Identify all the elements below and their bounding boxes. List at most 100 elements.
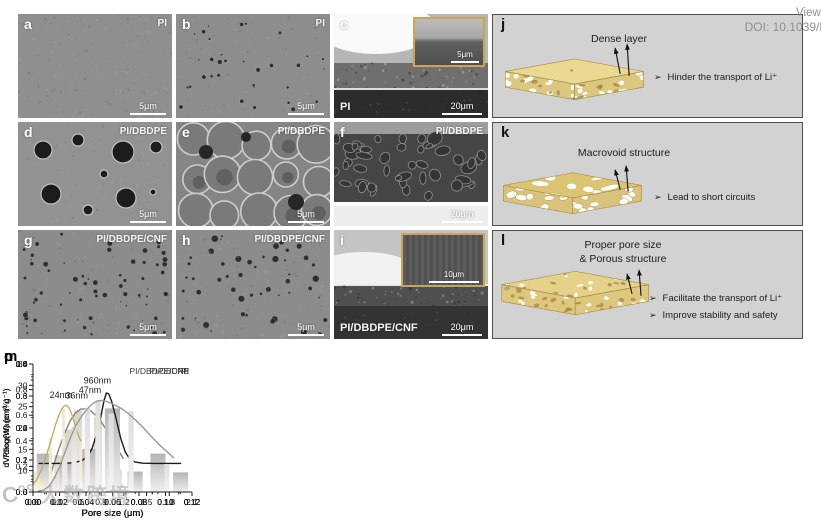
bullet-text: Improve stability and safety (662, 310, 778, 321)
sem-micrograph-h (176, 230, 330, 339)
scale-bar: 5μm (130, 322, 166, 336)
material-label: PI/DBDPE (435, 126, 483, 137)
sem-micrograph-g (18, 230, 172, 339)
scale-text: 20μm (450, 101, 474, 111)
schematic-title-line: Macrovoid structure (577, 147, 671, 159)
scale-bar: 20μm (442, 322, 482, 336)
sem-panel-f: f PI/DBDPE 20μm (334, 122, 488, 226)
svg-text:0.4: 0.4 (16, 436, 28, 446)
y-axis-label: dV/dlog(W) (cm³ g⁻¹) (1, 388, 11, 467)
scale-bar: 5μm (130, 209, 166, 223)
svg-text:0.02: 0.02 (51, 497, 68, 507)
bullet-arrow-icon: ➢ (649, 293, 657, 303)
scale-text: 5μm (139, 209, 157, 219)
svg-text:10: 10 (18, 466, 28, 476)
material-label: PI/DBDPE (119, 126, 167, 137)
svg-text:0.0: 0.0 (27, 497, 39, 507)
scale-text: 5μm (139, 322, 157, 332)
bullet-item: ➢ Facilitate the transport of Li⁺ (649, 290, 782, 307)
svg-text:0.3: 0.3 (50, 497, 62, 507)
bullet-text: Facilitate the transport of Li⁺ (662, 293, 783, 304)
inset-scale-text: 10μm (443, 270, 465, 279)
bullet-text: Hinder the transport of Li⁺ (667, 72, 778, 83)
x-axis-label: Pore size (μm) (82, 508, 144, 519)
panel-letter-g: g (24, 232, 33, 248)
peak-annotation: 47nm (79, 385, 102, 395)
bullet-arrow-icon: ➢ (654, 72, 662, 82)
sem-panel-i: i PI/DBDPE/CNF 10μm 20μm (334, 230, 488, 339)
panel-letter-d: d (24, 124, 33, 140)
foam-block-illustration-l (501, 269, 650, 316)
scale-text: 5μm (139, 101, 157, 111)
svg-text:0.08: 0.08 (131, 497, 148, 507)
foam-block-illustration-j (505, 43, 644, 101)
svg-text:0.8: 0.8 (16, 385, 28, 395)
svg-text:20: 20 (18, 423, 28, 433)
sem-micrograph-a (18, 14, 172, 118)
panel-letter-l: l (501, 232, 506, 249)
panel-letter-j: j (501, 16, 506, 33)
svg-text:0.12: 0.12 (184, 497, 200, 507)
scale-bar-line (130, 112, 166, 115)
schematic-title-line: & Porous structure (579, 252, 667, 265)
svg-text:0.2: 0.2 (16, 423, 28, 433)
bullet-item: ➢ Lead to short circuits (654, 189, 755, 206)
schematic-panel-k: k Macrovoid structure ➢ Lead to short circu… (492, 122, 803, 226)
scale-text: 20μm (450, 209, 474, 219)
material-label: PI (157, 18, 167, 29)
svg-text:35: 35 (18, 359, 28, 369)
scale-bar-line (442, 220, 482, 223)
svg-text:0.0: 0.0 (16, 487, 28, 497)
svg-text:0.3: 0.3 (16, 391, 28, 401)
panel-letter-h: h (182, 232, 191, 248)
schematic-panel-l: l Proper pore size & Porous structure ➢ Faci… (492, 230, 803, 339)
svg-text:0.06: 0.06 (104, 497, 121, 507)
series-label: PI/DBDPE/CNF (129, 366, 189, 376)
svg-text:0.10: 0.10 (157, 497, 174, 507)
svg-text:0.04: 0.04 (78, 497, 95, 507)
scale-bar: 5μm (288, 101, 324, 115)
svg-text:0.2: 0.2 (16, 461, 28, 471)
bullet-text: Lead to short circuits (667, 192, 756, 203)
panel-letter-b: b (182, 16, 191, 32)
svg-text:0.8: 0.8 (16, 359, 28, 369)
scale-text: 5μm (297, 209, 315, 219)
svg-text:0.4: 0.4 (16, 423, 28, 433)
schematic-bullets: ➢ Lead to short circuits (654, 189, 755, 206)
inset-micrograph: 10μm (401, 233, 485, 287)
svg-text:0.0: 0.0 (16, 487, 28, 497)
sem-panel-g: g PI/DBDPE/CNF 5μm (18, 230, 172, 339)
svg-text:2.1: 2.1 (186, 497, 198, 507)
schematic-title-line: Dense layer (590, 33, 648, 45)
scale-bar-line (442, 333, 482, 336)
series-label: PI (181, 366, 189, 376)
svg-text:0.04: 0.04 (78, 497, 95, 507)
material-label: PI/DBDPE (277, 126, 325, 137)
scale-bar-line (288, 112, 324, 115)
scale-bar-line (288, 220, 324, 223)
doi-text: DOI: 10.1039/D (744, 20, 821, 34)
panel-letter-f: f (340, 124, 345, 140)
scale-text: 5μm (297, 101, 315, 111)
peak-annotation: 36nm (65, 391, 88, 401)
svg-text:0.10: 0.10 (157, 497, 174, 507)
svg-text:0.00: 0.00 (25, 497, 42, 507)
peak-annotation: 960nm (84, 376, 112, 386)
peak-annotation: 24nm (50, 390, 73, 400)
material-label: PI (315, 18, 325, 29)
scale-bar: 5μm (288, 322, 324, 336)
scale-bar-line (130, 333, 166, 336)
svg-text:0.00: 0.00 (25, 497, 42, 507)
bullet-item: ➢ Hinder the transport of Li⁺ (654, 69, 777, 86)
panel-letter-k: k (501, 124, 510, 141)
schematic-bullets: ➢ Facilitate the transport of Li⁺ ➢ Improve… (649, 290, 782, 324)
inset-scale-bar: 5μm (451, 50, 479, 63)
material-label: PI (340, 101, 351, 113)
sem-panel-b: b PI 5μm (176, 14, 330, 118)
sem-micrograph-b (176, 14, 330, 118)
pore-size-distribution-chart: 0.00 0.02 0.04 0.06 0.08 0.10 0.120.00.20.40.6… (1, 359, 200, 519)
scale-text: 20μm (450, 322, 474, 332)
svg-text:0.00: 0.00 (25, 497, 42, 507)
svg-text:0.12: 0.12 (184, 497, 200, 507)
